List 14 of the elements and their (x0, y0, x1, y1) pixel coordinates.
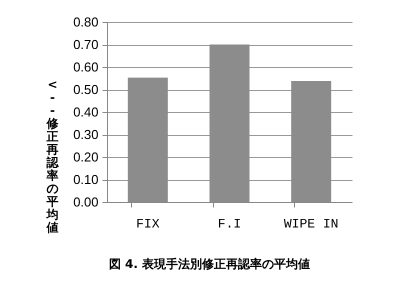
y-tick-label: 0.40 (73, 104, 98, 120)
y-tick-label: 0.20 (73, 150, 98, 164)
y-tick-label: 0.60 (73, 60, 98, 74)
text: <-- 修正再認率の平均値 (46, 78, 58, 234)
y-tick-label: 0.50 (73, 82, 98, 97)
y-tick-label: 0.10 (73, 172, 98, 187)
y-tick-label: 0.70 (73, 37, 98, 52)
text: 図 4. 表現手法別修正再認率の平均値 (108, 257, 310, 271)
y-tick-label: 0.30 (73, 127, 98, 142)
x-tick-label: FIX (136, 216, 160, 232)
y-tick-label: 0.00 (73, 194, 98, 210)
x-tick-label: F.I (218, 216, 242, 232)
x-tick-label: WIPE IN (284, 216, 338, 232)
y-tick-label: 0.80 (73, 14, 98, 30)
